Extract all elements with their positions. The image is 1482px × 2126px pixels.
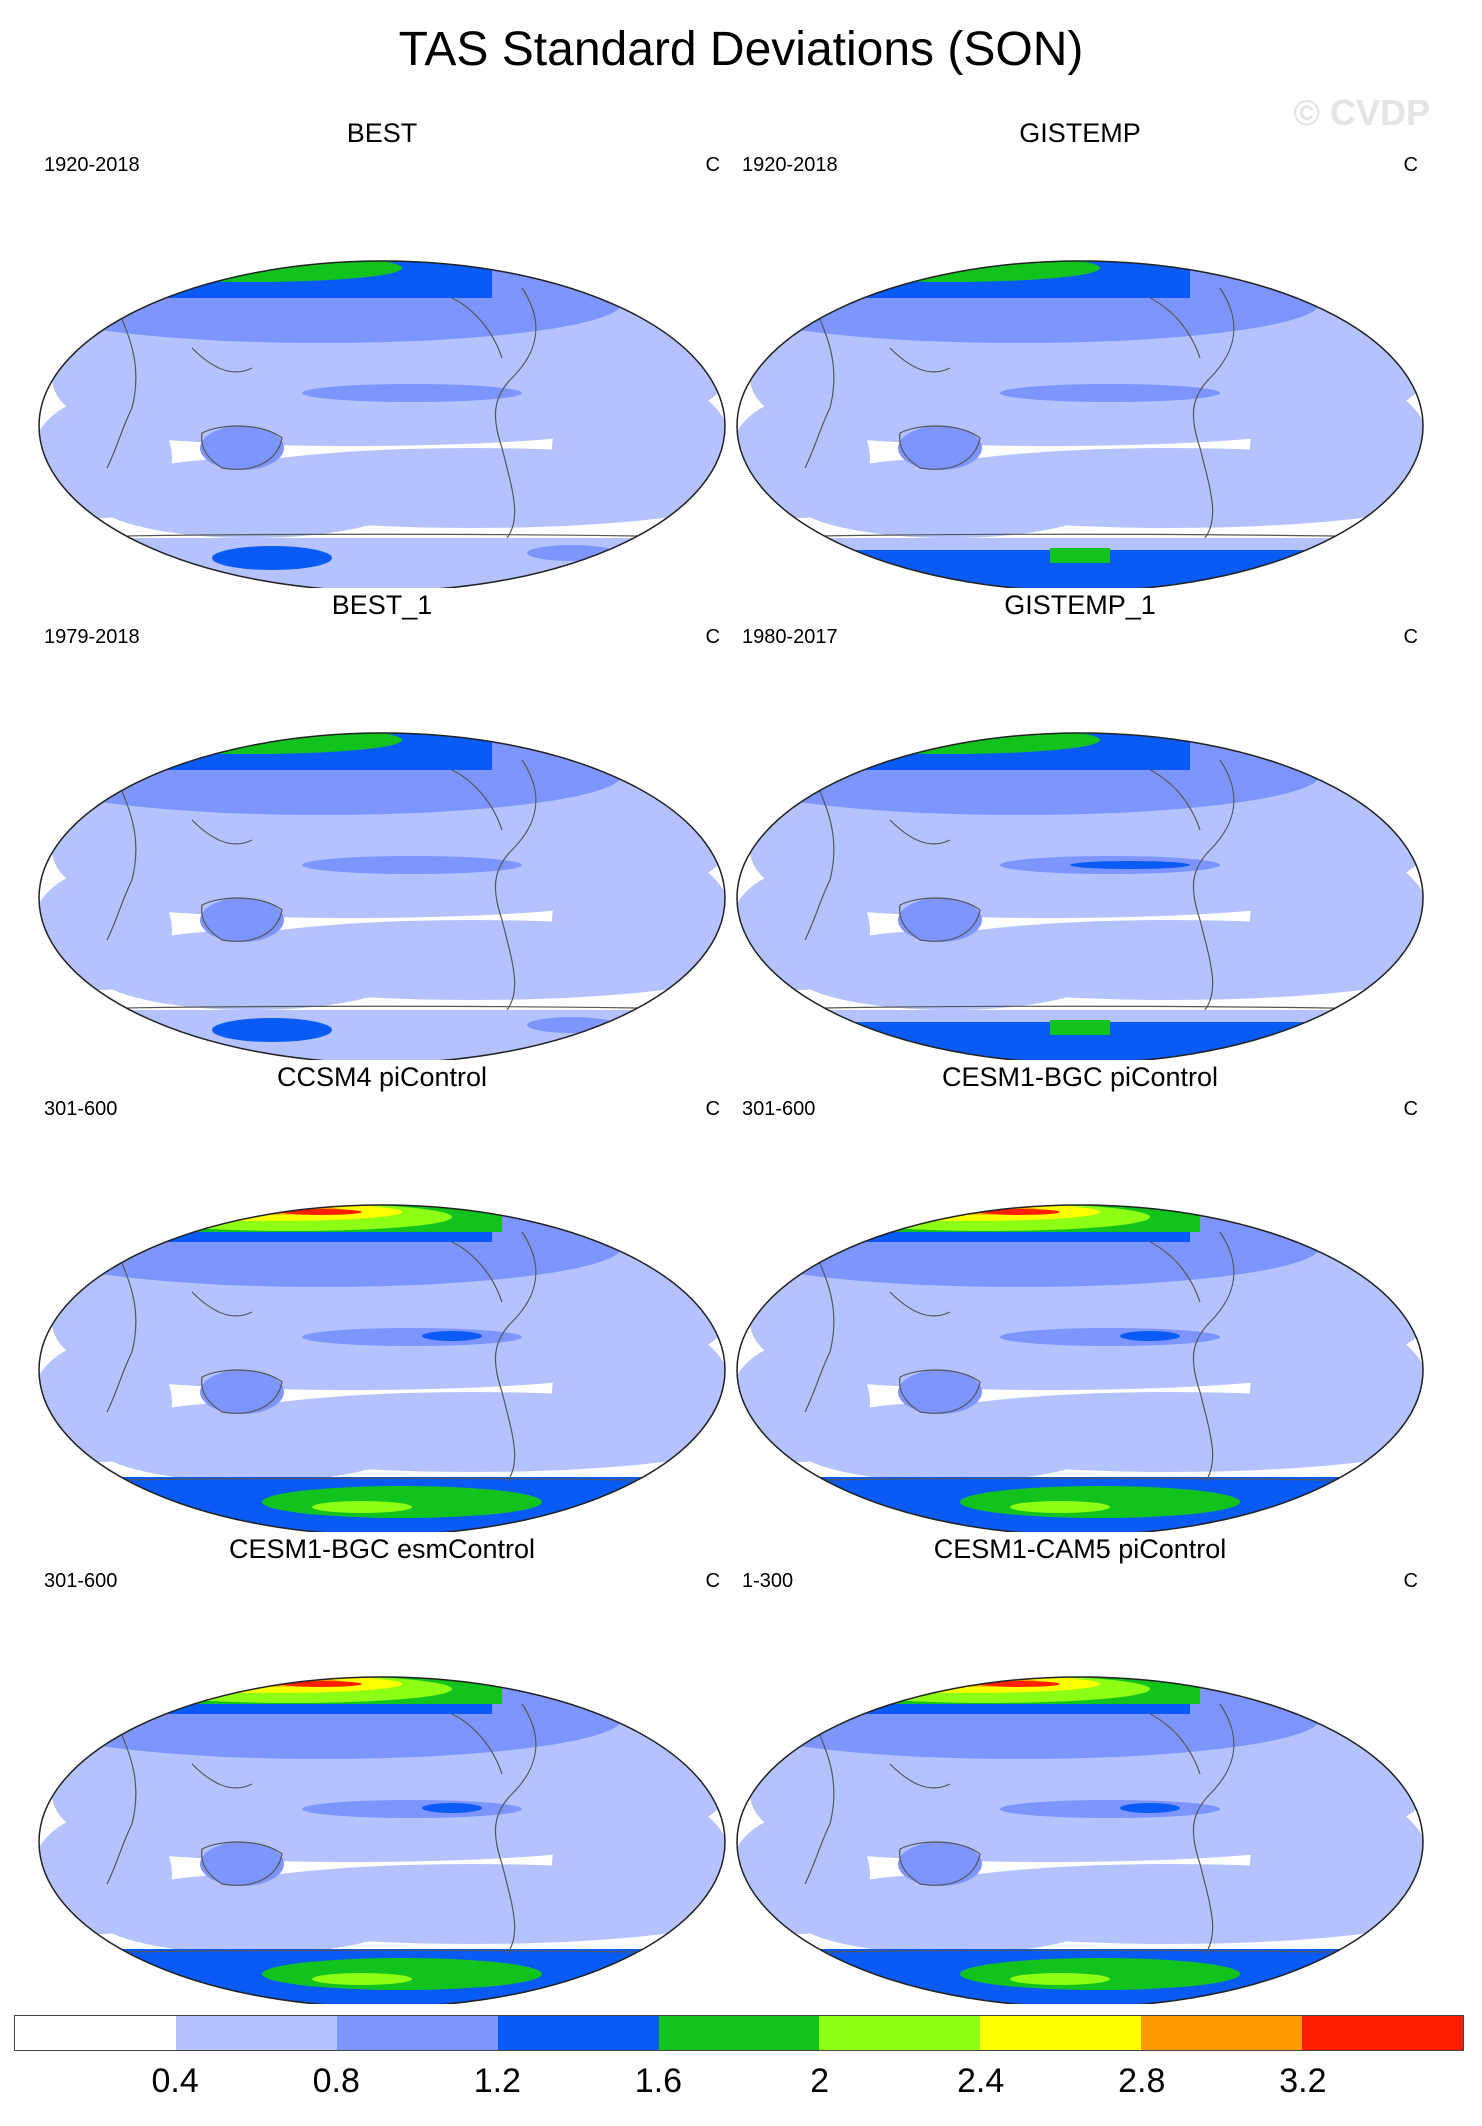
- map-panel: GISTEMP 1920-2018 C: [720, 118, 1440, 588]
- panel-period: 1979-2018: [44, 626, 140, 648]
- panel-title: CCSM4 piControl: [276, 1062, 488, 1092]
- panel-title: BEST_1: [331, 590, 433, 620]
- panel-units: C: [1403, 154, 1418, 176]
- world-map: [38, 1204, 726, 1532]
- panel-period: 301-600: [742, 1098, 816, 1120]
- panel-units: C: [705, 1570, 720, 1592]
- panel-period: 301-600: [44, 1570, 118, 1592]
- panel-units: C: [1403, 1570, 1418, 1592]
- panel-title: CESM1-BGC esmControl: [228, 1534, 536, 1564]
- panel-title: GISTEMP: [1019, 118, 1141, 148]
- panel-period: 1920-2018: [742, 154, 838, 176]
- colorbar-swatch: [1141, 2016, 1303, 2050]
- world-map: [736, 260, 1424, 588]
- figure-title: TAS Standard Deviations (SON): [398, 23, 1084, 76]
- map-panel: CESM1-CAM5 piControl 1-300 C: [720, 1534, 1440, 2004]
- colorbar-swatch: [175, 2016, 337, 2050]
- world-map: [736, 1204, 1424, 1532]
- colorbar-labels: 0.4 0.8 1.2 1.6 2 2.4 2.8 3.2: [14, 2062, 1464, 2102]
- map-panel: BEST_1 1979-2018 C: [22, 590, 742, 1060]
- world-map: [38, 732, 726, 1060]
- panel-units: C: [705, 1098, 720, 1120]
- map-panel: CCSM4 piControl 301-600 C: [22, 1062, 742, 1532]
- panel-title: BEST: [346, 118, 418, 148]
- panel-period: 1-300: [742, 1570, 794, 1592]
- world-map: [38, 1676, 726, 2004]
- panel-period: 1920-2018: [44, 154, 140, 176]
- colorbar-swatch: [980, 2016, 1142, 2050]
- panel-title: GISTEMP_1: [1004, 590, 1156, 620]
- colorbar-swatch: [819, 2016, 981, 2050]
- colorbar-tick-label: 3.2: [1279, 2062, 1327, 2100]
- colorbar-tick-label: 1.6: [634, 2062, 683, 2100]
- colorbar-tick-label: 1.2: [473, 2062, 521, 2100]
- cvdp-watermark: © CVDP: [1293, 92, 1430, 133]
- panel-units: C: [705, 154, 720, 176]
- panel-units: C: [1403, 626, 1418, 648]
- colorbar-swatch: [658, 2016, 820, 2050]
- colorbar-tick-label: 2.8: [1118, 2062, 1166, 2100]
- map-panel: GISTEMP_1 1980-2017 C: [720, 590, 1440, 1060]
- panel-period: 1980-2017: [742, 626, 838, 648]
- map-panel: CESM1-BGC piControl 301-600 C: [720, 1062, 1440, 1532]
- colorbar-tick-label: 0.4: [151, 2062, 199, 2100]
- panel-title: CESM1-BGC piControl: [941, 1062, 1219, 1092]
- world-map: [38, 260, 726, 588]
- panel-units: C: [705, 626, 720, 648]
- map-panel: CESM1-BGC esmControl 301-600 C: [22, 1534, 742, 2004]
- colorbar: [14, 2015, 1464, 2051]
- colorbar-swatch: [1302, 2016, 1464, 2050]
- panel-period: 301-600: [44, 1098, 118, 1120]
- colorbar-tick-label: 2: [810, 2062, 830, 2100]
- colorbar-swatch: [497, 2016, 659, 2050]
- colorbar-tick-label: 0.8: [312, 2062, 360, 2100]
- map-panel: BEST 1920-2018 C: [22, 118, 742, 588]
- colorbar-swatch: [15, 2016, 176, 2050]
- panel-units: C: [1403, 1098, 1418, 1120]
- panel-title: CESM1-CAM5 piControl: [933, 1534, 1227, 1564]
- world-map: [736, 1676, 1424, 2004]
- colorbar-tick-label: 2.4: [957, 2062, 1005, 2100]
- colorbar-swatch: [336, 2016, 498, 2050]
- world-map: [736, 732, 1424, 1060]
